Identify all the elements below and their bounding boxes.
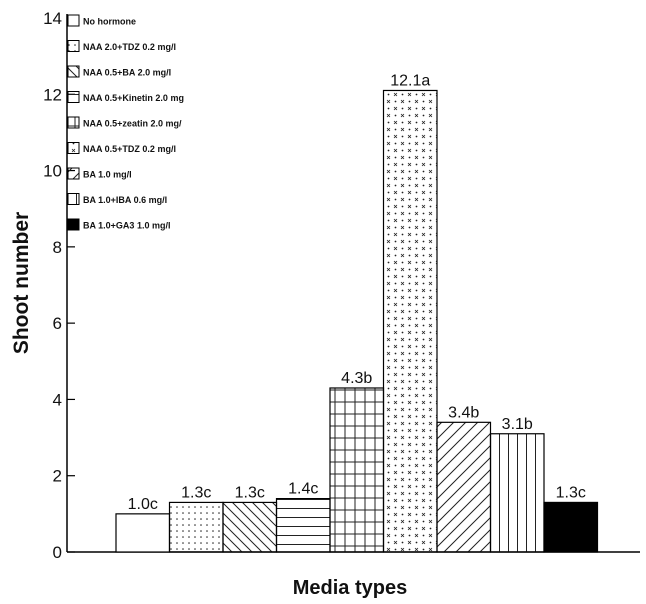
y-tick-label: 10 — [43, 162, 62, 181]
legend-swatch — [67, 116, 80, 129]
bars — [115, 89, 599, 553]
bar-value-label: 4.3b — [341, 370, 372, 387]
legend-swatch — [67, 193, 80, 205]
bar — [168, 501, 224, 553]
y-tick-label: 2 — [53, 467, 62, 486]
legend-label: BA 1.0+IBA 0.6 mg/l — [83, 195, 167, 205]
legend-label: NAA 0.5+BA 2.0 mg/l — [83, 68, 171, 78]
bar-value-label: 1.3c — [181, 484, 211, 501]
legend-swatch — [67, 142, 80, 154]
bar — [543, 501, 599, 553]
bar-value-label: 12.1a — [390, 72, 430, 89]
legend: No hormone NAA 2.0+TDZ 0.2 mg/l NAA 0.5+BA… — [67, 14, 184, 231]
bar-value-label: 3.1b — [502, 416, 533, 433]
y-tick-label: 4 — [53, 390, 62, 409]
legend-label: NAA 2.0+TDZ 0.2 mg/l — [83, 42, 176, 52]
legend-label: BA 1.0+GA3 1.0 mg/l — [83, 221, 170, 231]
bar — [329, 387, 385, 553]
legend-swatch — [67, 65, 80, 78]
y-axis-title: Shoot number — [10, 212, 33, 354]
y-tick-label: 6 — [53, 314, 62, 333]
bar-value-label: 1.3c — [235, 484, 265, 501]
legend-swatch — [67, 167, 80, 180]
y-ticks: 0 2 4 6 8 10 12 14 — [43, 9, 75, 562]
x-axis-title: Media types — [293, 577, 407, 599]
legend-label: NAA 0.5+TDZ 0.2 mg/l — [83, 144, 176, 154]
bar — [382, 89, 438, 553]
bar — [115, 513, 171, 553]
bar — [222, 501, 278, 553]
legend-label: No hormone — [83, 17, 136, 27]
legend-label: NAA 0.5+Kinetin 2.0 mg — [83, 93, 184, 103]
legend-swatch — [67, 14, 80, 27]
bar-labels: 1.0c 1.3c 1.3c 1.4c 4.3b 12.1a 3.4b 3.1b 1.3c — [128, 72, 586, 512]
legend-swatch — [67, 91, 80, 103]
legend-swatch — [67, 218, 80, 231]
y-tick-label: 14 — [43, 9, 62, 28]
legend-swatch — [67, 40, 80, 52]
bar-value-label: 1.4c — [288, 481, 318, 498]
y-tick-label: 12 — [43, 85, 62, 104]
bar — [275, 498, 331, 553]
bar — [489, 433, 545, 553]
bar-value-label: 3.4b — [448, 404, 479, 421]
legend-label: BA 1.0 mg/l — [83, 170, 132, 180]
y-tick-label: 8 — [53, 238, 62, 257]
bar-value-label: 1.0c — [128, 496, 158, 513]
bar-value-label: 1.3c — [556, 484, 586, 501]
bar — [436, 421, 492, 553]
legend-label: NAA 0.5+zeatin 2.0 mg/ — [83, 119, 182, 129]
y-tick-label: 0 — [53, 543, 62, 562]
